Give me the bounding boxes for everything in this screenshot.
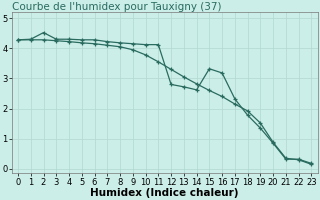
X-axis label: Humidex (Indice chaleur): Humidex (Indice chaleur) xyxy=(91,188,239,198)
Text: Courbe de l'humidex pour Tauxigny (37): Courbe de l'humidex pour Tauxigny (37) xyxy=(12,2,221,12)
